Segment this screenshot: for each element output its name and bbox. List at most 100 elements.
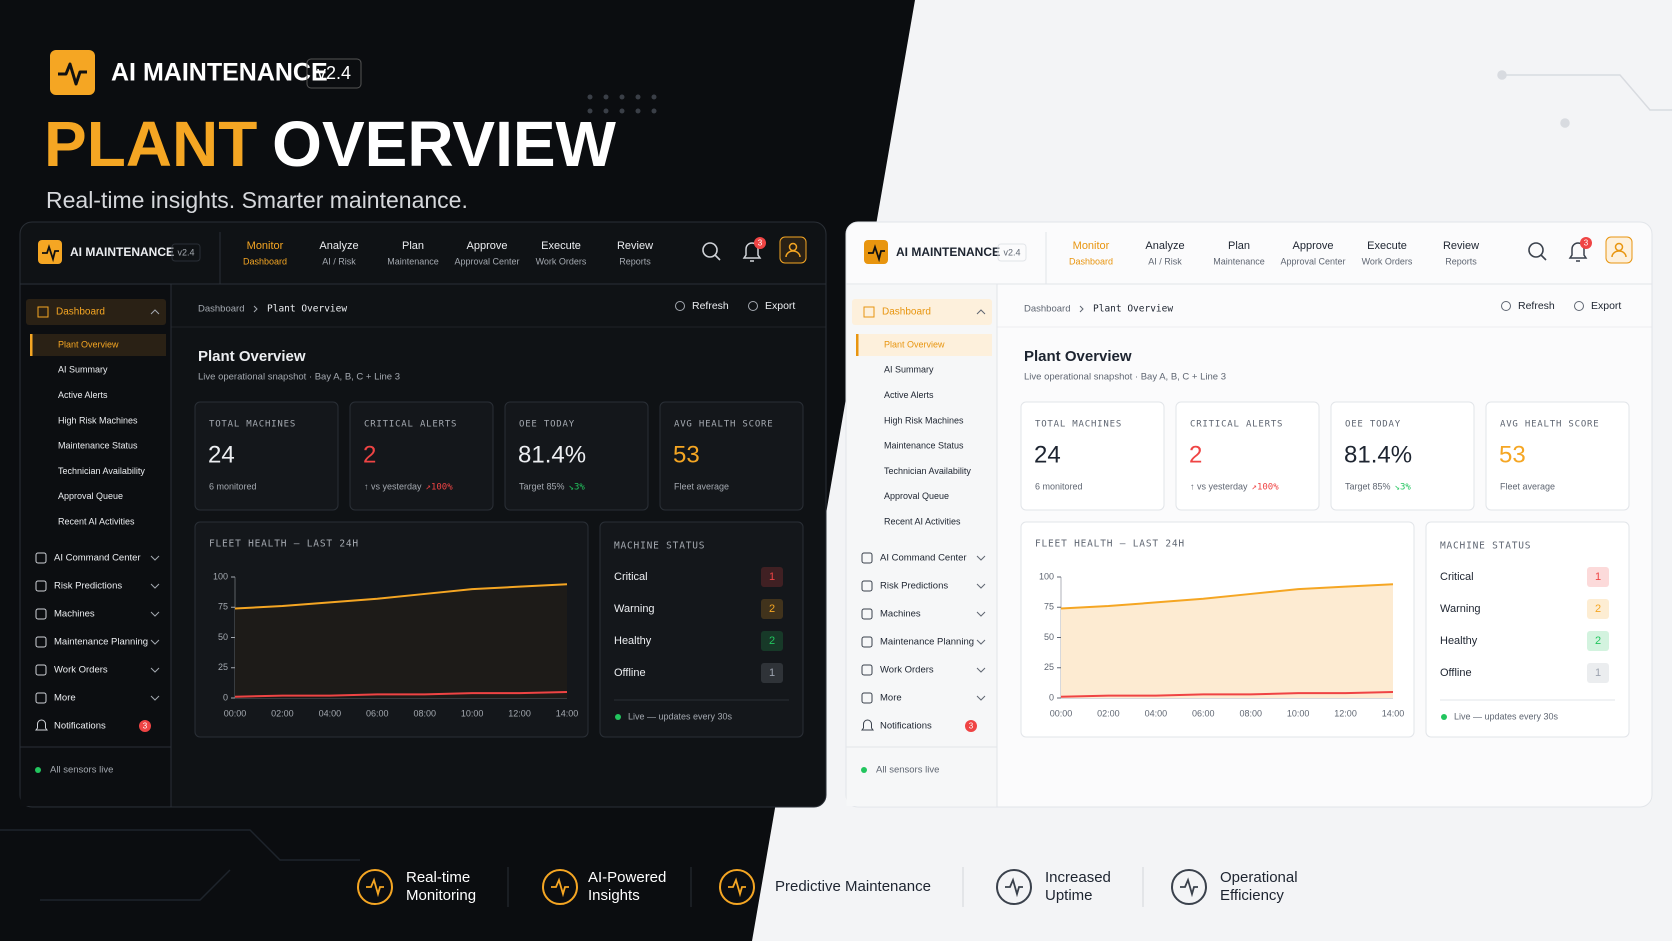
sidebar-item[interactable]: Recent AI Activities (58, 516, 135, 526)
sidebar-group[interactable]: AI Command Center (880, 553, 967, 564)
nav-label[interactable]: Plan (1228, 240, 1250, 252)
sidebar-group[interactable]: More (54, 693, 76, 704)
nav-label[interactable]: Analyze (319, 240, 358, 252)
group-icon (35, 552, 47, 564)
notif-badge (965, 720, 977, 732)
y-tick-label: 75 (218, 602, 228, 612)
sidebar-group[interactable]: Risk Predictions (880, 581, 948, 592)
caret (150, 555, 160, 561)
sidebar-group[interactable]: Machines (880, 609, 921, 620)
action[interactable]: Export (765, 300, 795, 312)
action[interactable]: Refresh (1518, 300, 1555, 312)
status-badge (1587, 567, 1609, 587)
bell-badge (1580, 237, 1592, 249)
nav-label[interactable]: Execute (541, 240, 581, 252)
action-icon (1501, 301, 1511, 311)
nav-label[interactable]: Analyze (1145, 240, 1184, 252)
sidebar-item[interactable]: AI Summary (884, 365, 934, 375)
sidebar-notifications[interactable]: Notifications (54, 721, 106, 732)
sidebar-group[interactable]: Maintenance Planning (880, 637, 974, 648)
sidebar-section[interactable]: Dashboard (56, 307, 105, 318)
sidebar-item[interactable]: Active Alerts (884, 390, 934, 400)
x-tick-label: 12:00 (1334, 708, 1357, 718)
sidebar-item[interactable]: Recent AI Activities (884, 516, 961, 526)
feature-icon (719, 869, 755, 905)
kpi-delta: ↘3% (1395, 483, 1412, 493)
sidebar-item[interactable]: Technician Availability (58, 466, 145, 476)
nav-sub: Approval Center (1280, 256, 1345, 266)
notif-icon (861, 719, 874, 731)
section-highlight (26, 299, 166, 325)
nav-label[interactable]: Monitor (1073, 240, 1110, 252)
group-icon (861, 552, 873, 564)
sidebar-section[interactable]: Dashboard (882, 307, 931, 318)
kpi-note: ↑ vs yesterday (364, 481, 422, 491)
action-icon (675, 301, 685, 311)
sidebar-item[interactable]: Plant Overview (884, 339, 945, 349)
action-icon (1574, 301, 1584, 311)
nav-label[interactable]: Plan (402, 240, 424, 252)
caret (976, 639, 986, 645)
nav-label[interactable]: Approve (467, 240, 508, 252)
status-badge (761, 599, 783, 619)
sidebar-item[interactable]: Plant Overview (58, 339, 119, 349)
sidebar-group[interactable]: Work Orders (880, 665, 934, 676)
sidebar-item[interactable]: AI Summary (58, 365, 108, 375)
line (234, 583, 568, 610)
x-tick-label: 04:00 (1145, 708, 1168, 718)
sidebar-group[interactable]: Work Orders (54, 665, 108, 676)
action[interactable]: Export (1591, 300, 1621, 312)
caret (976, 611, 986, 617)
sidebar (20, 285, 171, 806)
page-subtitle: Live operational snapshot · Bay A, B, C … (198, 372, 400, 383)
x-tick-label: 02:00 (1097, 708, 1120, 718)
nav-label[interactable]: Approve (1293, 240, 1334, 252)
breadcrumb[interactable]: Dashboard (198, 304, 244, 315)
search-icon[interactable] (1528, 242, 1544, 258)
nav-label[interactable]: Review (1443, 240, 1479, 252)
nav-sub: Dashboard (1069, 256, 1113, 266)
bell-count: 3 (758, 239, 763, 248)
group-icon (861, 692, 873, 704)
status-label: Offline (614, 667, 646, 679)
nav-label[interactable]: Monitor (247, 240, 284, 252)
nav-label[interactable]: Execute (1367, 240, 1407, 252)
x-tick-label: 00:00 (1050, 708, 1073, 718)
sidebar-item[interactable]: Active Alerts (58, 390, 108, 400)
sidebar-item[interactable]: Approval Queue (884, 491, 949, 501)
status-count: 2 (1595, 635, 1601, 647)
nav-label[interactable]: Review (617, 240, 653, 252)
kpi-note: Fleet average (674, 481, 729, 491)
status-label: Offline (1440, 667, 1472, 679)
action[interactable]: Refresh (692, 300, 729, 312)
sidebar-item[interactable]: Maintenance Status (884, 441, 964, 451)
bell-icon[interactable] (1568, 242, 1588, 262)
status-card (1425, 521, 1630, 738)
sidebar-group[interactable]: More (880, 693, 902, 704)
version-box (997, 243, 1027, 262)
sidebar-notifications[interactable]: Notifications (880, 721, 932, 732)
sidebar-group[interactable]: Risk Predictions (54, 581, 122, 592)
x-tick-label: 06:00 (366, 708, 389, 718)
sidebar-item[interactable]: Maintenance Status (58, 441, 138, 451)
sidebar-group[interactable]: Machines (54, 609, 95, 620)
sidebar-item[interactable]: High Risk Machines (884, 415, 964, 425)
line (1060, 583, 1394, 610)
sidebar-group[interactable]: Maintenance Planning (54, 637, 148, 648)
hero-subtitle: Real-time insights. Smarter maintenance. (46, 187, 468, 213)
bell-icon[interactable] (742, 242, 762, 262)
sidebar-item[interactable]: Approval Queue (58, 491, 123, 501)
nav-sub: Dashboard (243, 256, 287, 266)
caret (150, 583, 160, 589)
nav-sub: Work Orders (536, 256, 587, 266)
feature-label: Uptime (1045, 887, 1093, 904)
sidebar-group[interactable]: AI Command Center (54, 553, 141, 564)
notif-count: 3 (143, 722, 148, 731)
breadcrumb[interactable]: Dashboard (1024, 304, 1070, 315)
status-label: Critical (614, 571, 648, 583)
search-icon[interactable] (702, 242, 718, 258)
sidebar-item[interactable]: Technician Availability (884, 466, 971, 476)
area (235, 584, 567, 698)
sidebar-item[interactable]: High Risk Machines (58, 415, 138, 425)
